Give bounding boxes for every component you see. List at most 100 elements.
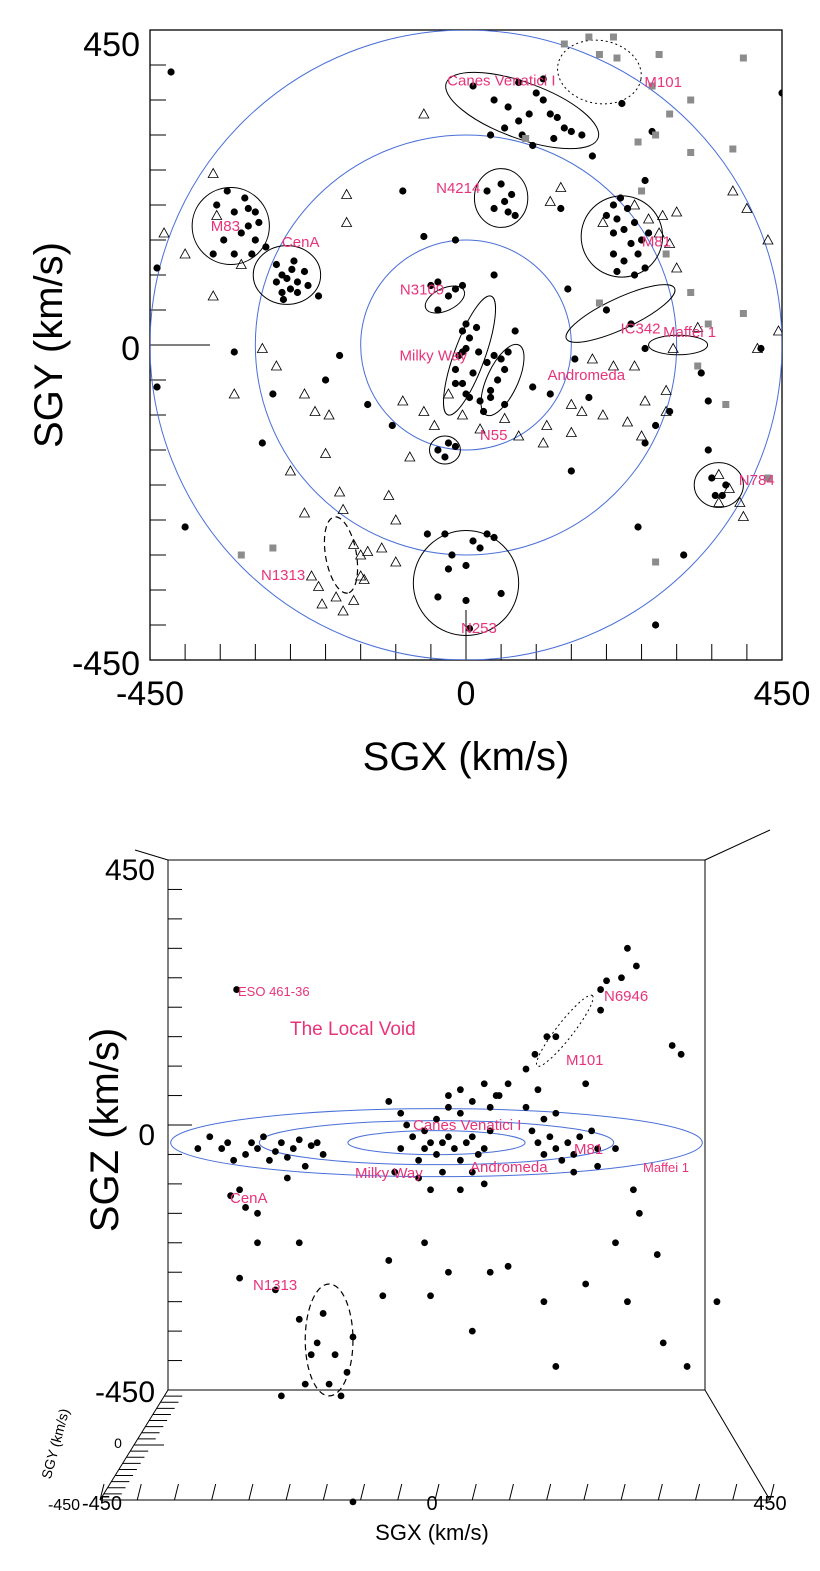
galaxy-dot-3d [272, 1286, 279, 1294]
galaxy-dot [483, 187, 491, 195]
galaxy-dot [641, 439, 649, 447]
galaxy-dot [288, 265, 296, 273]
x-tick-3d [583, 1483, 589, 1501]
group-ellipse-n4214 [473, 168, 529, 228]
x-axis-title: SGX (km/s) [363, 735, 570, 779]
galaxy-dot [269, 390, 277, 398]
galaxy-dot [641, 344, 649, 353]
galaxy-dot-3d [427, 1139, 434, 1147]
galaxy-dot [704, 397, 712, 405]
galaxy-dot [451, 379, 460, 388]
galaxy-dot [550, 134, 558, 143]
galaxy-dot-3d [224, 1139, 232, 1147]
galaxy-dot [451, 365, 460, 374]
galaxy-dot [529, 383, 537, 391]
galaxy-square [764, 474, 772, 482]
galaxy-dot [546, 110, 554, 118]
galaxy-square [231, 664, 238, 671]
galaxy-dot [486, 386, 495, 395]
galaxy-dot-3d [266, 1156, 273, 1164]
galaxy-dot [283, 274, 291, 283]
bottom-plot-points [194, 944, 721, 1506]
galaxy-dot-3d [283, 1153, 291, 1161]
galaxy-dot [539, 75, 547, 83]
galaxy-dot-3d [468, 1133, 476, 1141]
galaxy-dot [778, 89, 782, 97]
galaxy-triangle [555, 181, 567, 192]
group-ellipse-canes-venatici-i [445, 71, 600, 150]
galaxy-dot [641, 264, 649, 272]
galaxy-dot-3d [522, 1065, 530, 1073]
galaxy-dot-3d [301, 1162, 309, 1170]
galaxy-dot-3d [230, 1156, 238, 1164]
galaxy-triangle [727, 185, 739, 196]
group-label-andromeda: Andromeda [548, 367, 626, 384]
galaxy-dot [627, 239, 635, 248]
galaxy-dot-3d [272, 1148, 279, 1155]
x-tick-3d [248, 1483, 254, 1501]
galaxy-triangle [597, 216, 609, 227]
galaxy-triangle [512, 430, 525, 441]
galaxy-dot-3d [597, 986, 604, 993]
group-ellipse-m101 [557, 39, 642, 105]
galaxy-dot-3d [307, 1142, 315, 1150]
galaxy-dot [150, 298, 151, 301]
galaxy-dot-3d [522, 1103, 530, 1111]
galaxy-dot [504, 208, 512, 216]
galaxy-dot-3d [630, 1186, 637, 1194]
galaxy-triangle [474, 423, 486, 434]
galaxy-triangle [256, 342, 269, 353]
galaxy-triangle [330, 591, 342, 602]
galaxy-dot [451, 285, 460, 293]
galaxy-dot [476, 397, 484, 405]
z-tick-label-middle: 0 [138, 1119, 155, 1152]
galaxy-dot [483, 530, 491, 538]
galaxy-triangle [565, 398, 578, 409]
galaxy-dot-3d [337, 1392, 345, 1400]
galaxy-dot [153, 383, 161, 391]
galaxy-dot [153, 264, 161, 272]
x-tick-3d [397, 1483, 403, 1501]
group-ellipse-n1313 [323, 516, 359, 594]
galaxy-dot-3d [289, 1145, 297, 1152]
group-ellipse-maffei-1 [648, 334, 709, 356]
galaxy-dot-3d [313, 1339, 321, 1347]
x-tick-3d [136, 1483, 142, 1501]
galaxy-triangle [354, 549, 367, 560]
galaxy-dot-3d [277, 1139, 285, 1147]
galaxy-dot [444, 565, 453, 573]
galaxy-dot-3d [677, 1050, 685, 1058]
galaxy-dot [469, 537, 477, 545]
galaxy-dot-3d [397, 1109, 405, 1117]
galaxy-triangle [541, 419, 553, 430]
galaxy-dot [567, 127, 575, 136]
galaxy-dot-3d [597, 1006, 604, 1014]
galaxy-dot-3d [594, 1162, 601, 1170]
galaxy-dot-3d [409, 1133, 417, 1141]
galaxy-dot [490, 533, 498, 542]
galaxy-dot-3d [540, 1115, 548, 1123]
galaxy-dot [486, 131, 495, 139]
galaxy-dot-3d [421, 1145, 428, 1152]
x-tick-3d [769, 1483, 775, 1501]
galaxy-dot-3d [462, 1139, 470, 1147]
x-tick-3d [99, 1483, 105, 1501]
galaxy-dot-3d [242, 1151, 249, 1158]
galaxy-triangle [621, 416, 634, 427]
x-tick-3d [434, 1483, 440, 1501]
galaxy-dot-3d [233, 986, 241, 993]
galaxy-dot [444, 292, 453, 300]
galaxy-dot [223, 187, 231, 195]
annotation-andromeda: Andromeda [470, 1159, 548, 1176]
galaxy-triangle [298, 388, 311, 399]
galaxy-triangle [333, 486, 346, 497]
bottom-plot-ticks [99, 859, 775, 1501]
galaxy-triangle [663, 237, 676, 248]
galaxy-dot [420, 232, 428, 241]
depth-tick-label-middle: 0 [114, 1435, 122, 1451]
galaxy-square [722, 401, 730, 408]
galaxy-dot [286, 285, 295, 293]
galaxy-triangle [660, 384, 672, 395]
galaxy-dot-3d [486, 1103, 494, 1111]
